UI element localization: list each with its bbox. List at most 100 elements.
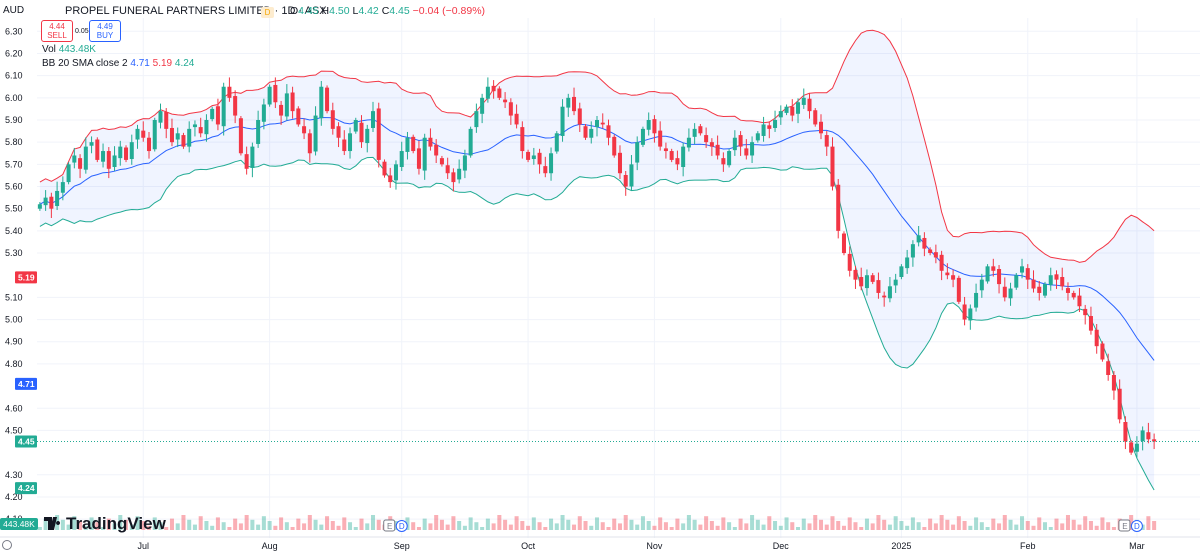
earnings-marker — [1118, 519, 1131, 532]
volume-bar — [520, 521, 525, 530]
volume-bar — [738, 518, 743, 530]
volume-bar — [503, 519, 508, 530]
symbol-title[interactable]: PROPEL FUNERAL PARTNERS LIMITED · 1D · A… — [65, 5, 327, 17]
volume-bar — [847, 517, 852, 530]
candle-body — [95, 139, 100, 160]
candle-body — [1123, 422, 1128, 442]
volume-bar — [330, 521, 335, 530]
volume-bar — [215, 517, 220, 530]
volume-bar — [319, 524, 324, 530]
volume-bar — [945, 519, 950, 530]
volume-bar — [192, 524, 197, 530]
x-tick-label: 2025 — [891, 541, 911, 551]
candle-body — [572, 96, 577, 112]
candle-body — [319, 86, 324, 119]
candle-body — [1094, 329, 1099, 347]
candle-body — [543, 166, 548, 174]
candle-body — [520, 127, 525, 152]
volume-bar — [336, 525, 341, 530]
candle-body — [577, 108, 582, 125]
volume-bar — [997, 523, 1002, 530]
candle-body — [824, 135, 829, 147]
volume-bar — [279, 517, 284, 530]
volume-bar — [485, 518, 490, 530]
candle-body — [497, 88, 502, 98]
candle-body — [221, 86, 226, 127]
volume-bar — [778, 525, 783, 530]
volume-bar — [422, 518, 427, 530]
buy-button[interactable]: 4.49 BUY — [89, 20, 121, 42]
candle-body — [273, 84, 278, 103]
candle-body — [732, 137, 737, 151]
volume-bar — [112, 523, 117, 530]
volume-bar — [146, 525, 152, 530]
candle-body — [359, 122, 364, 143]
event-marker-label: E — [387, 522, 392, 531]
volume-bar — [457, 521, 462, 530]
candle-body — [663, 148, 668, 152]
volume-bar — [629, 519, 634, 530]
candle-body — [721, 158, 726, 165]
candle-body — [859, 276, 864, 287]
high-value: 4.50 — [329, 5, 350, 17]
volume-bar — [761, 524, 766, 530]
settings-circle-icon[interactable] — [2, 540, 12, 550]
candle-body — [204, 120, 209, 135]
volume-bar — [1042, 522, 1048, 530]
candle-body — [784, 106, 789, 113]
candle-body — [279, 104, 284, 116]
volume-bar — [818, 519, 824, 530]
volume-bar — [370, 515, 376, 530]
volume-bar — [227, 527, 232, 530]
volume-bar — [813, 515, 818, 530]
volume-bar — [617, 523, 622, 530]
candle-body — [1083, 308, 1088, 316]
volume-bar — [72, 516, 77, 530]
candle-body — [864, 275, 869, 289]
x-tick-label: Jul — [137, 541, 149, 551]
y-tick-label: 5.40 — [5, 226, 23, 236]
candle-body — [876, 280, 881, 293]
volume-bar — [715, 525, 720, 530]
candle-body — [370, 111, 376, 128]
candle-body — [480, 97, 485, 114]
dividend-marker — [395, 520, 408, 532]
tradingview-logo-text[interactable]: TradingView — [66, 514, 166, 533]
volume-bar — [348, 522, 353, 530]
price-badge — [15, 377, 37, 390]
candle-body — [991, 266, 996, 271]
volume-bar — [198, 516, 203, 530]
volume-bar — [244, 515, 249, 530]
volume-bar — [164, 527, 169, 530]
open-value: 4.45 — [298, 5, 319, 17]
candle-body — [847, 253, 852, 271]
volume-bar — [1002, 515, 1007, 530]
candle-body — [887, 286, 892, 299]
candle-body — [554, 133, 559, 152]
candle-body — [1134, 443, 1139, 452]
candle-body — [342, 139, 347, 152]
candle-body — [813, 110, 818, 125]
candle-body — [796, 102, 801, 114]
bb-lower-value: 4.24 — [174, 58, 195, 69]
volume-bar — [376, 519, 381, 530]
bb-legend[interactable]: BB 20 SMA close 2 4.71 5.19 4.24 — [42, 58, 194, 69]
volume-bar — [606, 527, 611, 530]
volume-bar — [623, 515, 628, 530]
sell-button[interactable]: 4.44 SELL — [41, 20, 73, 42]
candle-body — [830, 146, 835, 187]
volume-bar — [290, 527, 295, 530]
volume-bar — [261, 516, 266, 530]
volume-bar — [250, 519, 255, 530]
currency-label[interactable]: AUD — [3, 5, 25, 16]
candle-body — [152, 120, 157, 150]
volume-legend[interactable]: Vol 443.48K — [42, 44, 96, 55]
volume-bar — [727, 522, 732, 530]
volume-bar — [537, 522, 542, 530]
candle-body — [905, 257, 910, 269]
volume-bar — [594, 517, 600, 530]
candle-body — [727, 151, 732, 166]
candle-body — [882, 295, 887, 298]
candle-body — [382, 161, 387, 176]
